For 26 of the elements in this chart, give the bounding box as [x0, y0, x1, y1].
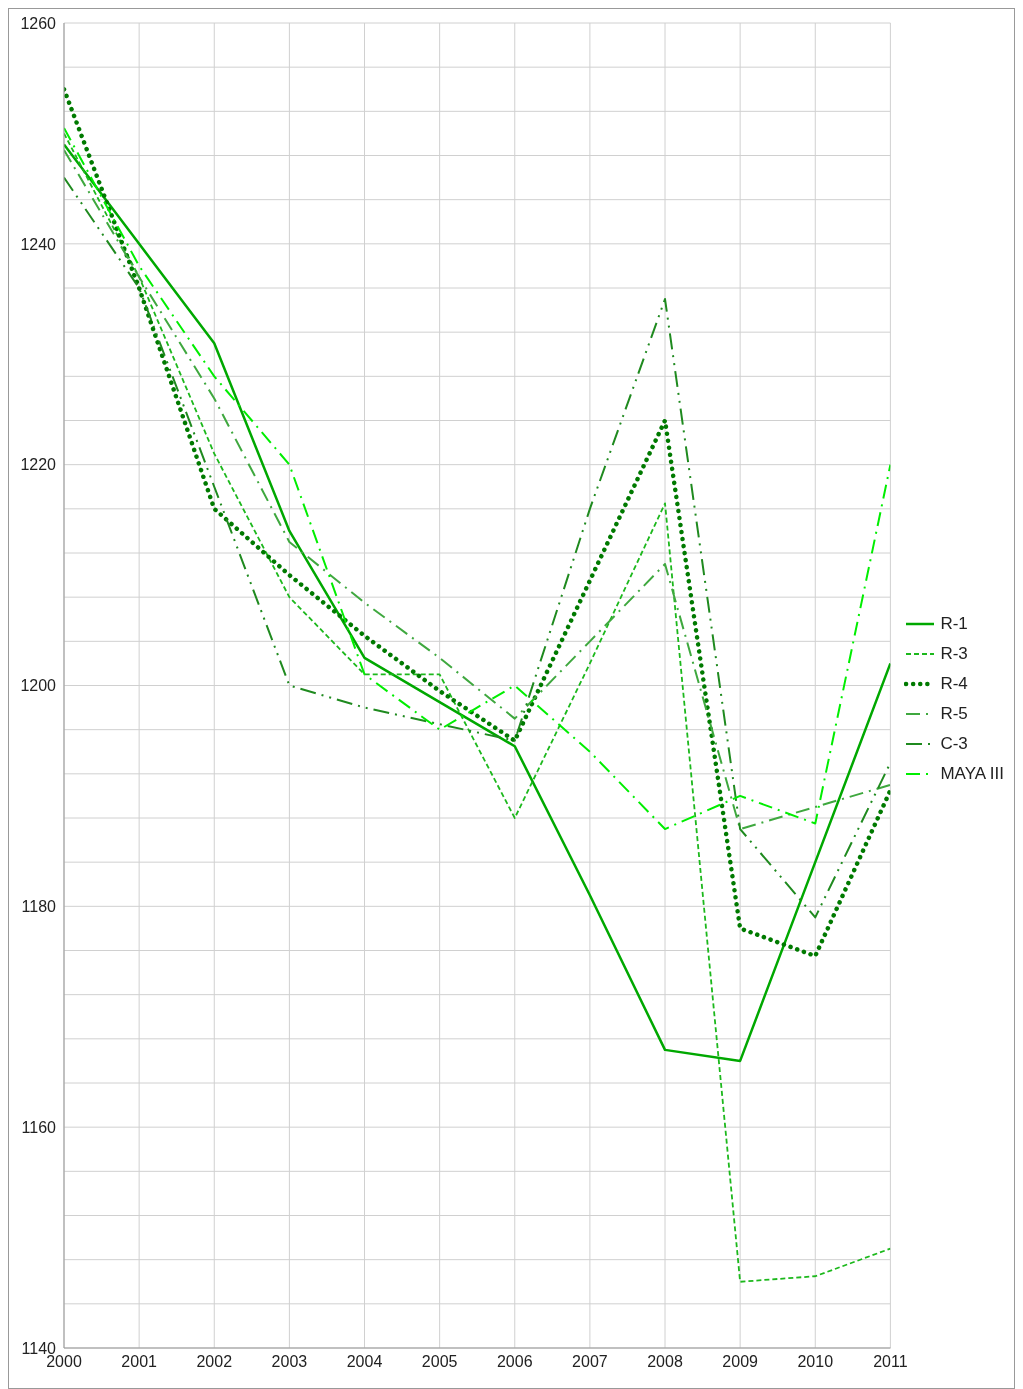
legend-label: R-1: [940, 613, 968, 634]
legend-label: R-4: [940, 673, 968, 694]
y-tick-label: 1260: [20, 14, 57, 32]
x-tick-label: 2007: [572, 1353, 608, 1371]
y-tick-label: 1240: [20, 235, 57, 253]
x-tick-label: 2002: [196, 1353, 233, 1371]
x-tick-label: 2010: [797, 1353, 834, 1371]
x-tick-label: 2000: [46, 1353, 82, 1371]
y-tick-label: 1180: [21, 898, 57, 916]
x-tick-label: 2008: [647, 1353, 683, 1371]
line-series: [64, 132, 891, 1283]
legend-label: C-3: [940, 733, 968, 754]
x-tick-label: 2004: [346, 1353, 383, 1371]
x-tick-label: 2006: [496, 1353, 533, 1371]
x-tick-label: 2005: [421, 1353, 458, 1371]
x-tick-label: 2003: [271, 1353, 308, 1371]
x-tick-label: 2001: [121, 1353, 158, 1371]
y-tick-label: 1220: [20, 456, 57, 474]
line-series: [64, 143, 891, 1063]
y-tick-label: 1200: [20, 677, 57, 695]
x-tick-label: 2011: [873, 1353, 908, 1371]
legend-label: R-3: [940, 643, 968, 664]
legend-label: MAYA III: [940, 763, 1004, 784]
legend-label: R-5: [940, 703, 968, 724]
y-tick-label: 1160: [21, 1118, 57, 1136]
x-tick-label: 2009: [722, 1353, 759, 1371]
